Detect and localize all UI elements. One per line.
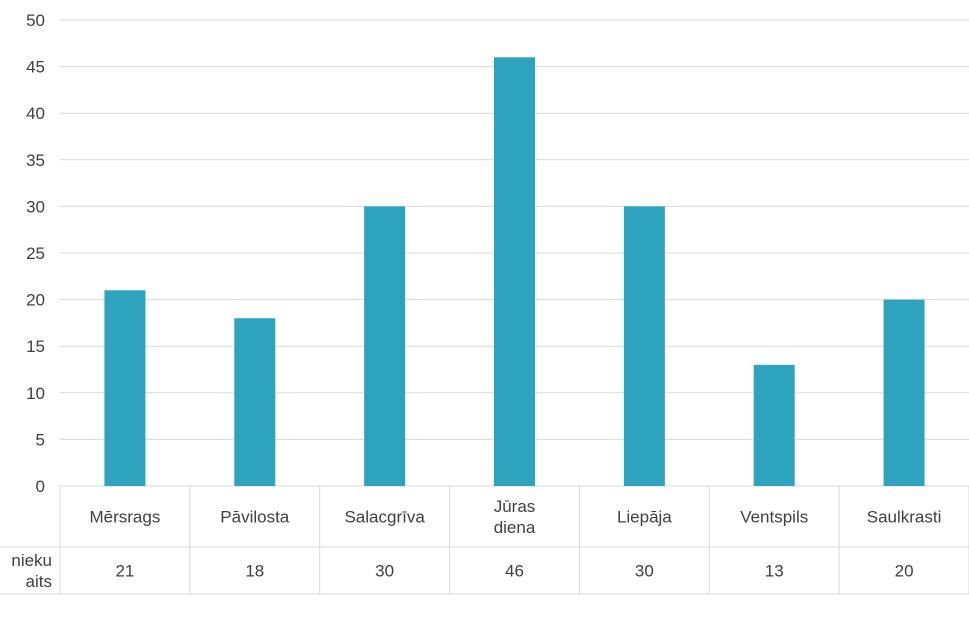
y-tick-label: 15: [26, 337, 45, 356]
table-value-cell: 21: [115, 562, 134, 581]
category-label: Liepāja: [617, 508, 672, 527]
category-label: Pāvilosta: [220, 508, 290, 527]
category-label: Salacgrīva: [344, 508, 425, 527]
table-value-cell: 18: [245, 562, 264, 581]
y-tick-label: 35: [26, 151, 45, 170]
bar: [104, 290, 146, 486]
category-label: Saulkrasti: [867, 508, 942, 527]
y-tick-label: 40: [26, 104, 45, 123]
bar: [364, 206, 406, 486]
bar: [753, 364, 795, 486]
category-label: Jūras: [494, 497, 536, 516]
bar: [883, 299, 925, 486]
y-axis-tick-labels: 0 5 10 15 20 25 30 35 40 45 50: [26, 11, 45, 496]
category-label: Mērsrags: [89, 508, 160, 527]
y-tick-label: 0: [36, 477, 45, 496]
table-value-cell: 13: [765, 562, 784, 581]
table-value-cell: 20: [895, 562, 914, 581]
y-tick-label: 20: [26, 291, 45, 310]
bar: [494, 57, 535, 486]
y-tick-label: 50: [26, 11, 45, 30]
series-name-label: aits: [26, 572, 52, 591]
table-value-cell: 30: [635, 562, 654, 581]
y-tick-label: 25: [26, 244, 45, 263]
category-label: diena: [494, 518, 536, 537]
category-label: Ventspils: [740, 508, 808, 527]
y-tick-label: 10: [26, 384, 45, 403]
series-name-label: nieku: [11, 551, 52, 570]
bar: [234, 318, 276, 486]
data-table: Mērsrags Pāvilosta Salacgrīva Jūras diena Lie…: [0, 486, 969, 595]
y-tick-label: 5: [36, 430, 45, 449]
bars: [104, 57, 925, 486]
bar: [623, 206, 665, 486]
table-value-cell: 46: [505, 562, 524, 581]
table-value-cell: 30: [375, 562, 394, 581]
y-tick-label: 45: [26, 58, 45, 77]
y-tick-label: 30: [26, 197, 45, 216]
